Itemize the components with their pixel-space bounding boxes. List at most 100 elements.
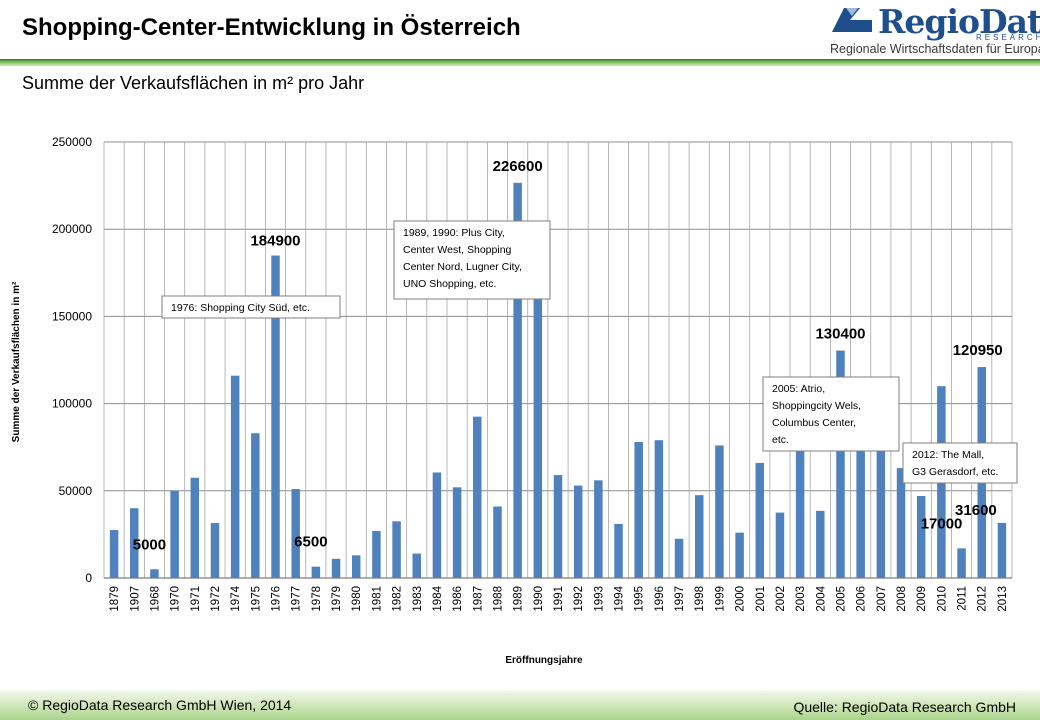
annotation-box: 2012: The Mall, G3 Gerasdorf, etc. xyxy=(902,442,1018,484)
x-tick-label: 1974 xyxy=(230,585,242,611)
bar-1971 xyxy=(190,477,200,578)
annotation-line: Columbus Center, xyxy=(772,417,856,429)
x-tick-label: 1968 xyxy=(149,586,161,612)
data-label-1968: 5000 xyxy=(133,536,166,553)
bar-1980 xyxy=(351,555,361,578)
chart-subtitle: Summe der Verkaufsflächen in m² pro Jahr xyxy=(22,73,365,93)
x-tick-label: 1982 xyxy=(392,586,404,612)
bar-1996 xyxy=(654,440,664,578)
bar-1989 xyxy=(513,182,522,578)
annotation-frame xyxy=(762,376,900,452)
header-rule xyxy=(0,59,1040,66)
x-tick-label: 1993 xyxy=(593,586,605,612)
x-tick-label: 1997 xyxy=(674,586,686,612)
x-tick-label: 1907 xyxy=(129,586,141,612)
logo-mark-icon xyxy=(832,8,872,32)
bar-1988 xyxy=(493,506,502,578)
bars xyxy=(109,182,1007,578)
bar-1994 xyxy=(614,523,623,578)
x-tick-label: 1987 xyxy=(472,586,484,612)
data-label-2013: 31600 xyxy=(955,502,997,519)
x-tick-label: 2000 xyxy=(735,586,747,612)
annotations: 1976: Shopping City Süd, etc. 1989, 1990:… xyxy=(161,220,1018,484)
bar-1986 xyxy=(452,487,462,578)
x-tick-label: 2012 xyxy=(977,586,989,612)
x-tick-label: 2007 xyxy=(876,586,888,612)
x-tick-label: 1990 xyxy=(533,586,545,612)
bar-2006 xyxy=(856,441,865,578)
data-label-1976: 184900 xyxy=(250,233,300,250)
bar-2003 xyxy=(795,441,805,578)
annotation-line: 2012: The Mall, xyxy=(912,449,984,461)
x-tick-label: 1999 xyxy=(714,586,726,612)
data-label-2012: 120950 xyxy=(953,342,1003,359)
x-tick-label: 1972 xyxy=(210,586,222,612)
bar-2002 xyxy=(775,512,785,578)
bar-1981 xyxy=(372,530,381,578)
bar-1977 xyxy=(291,489,300,578)
page-title: Shopping-Center-Entwicklung in Österreic… xyxy=(22,14,521,41)
annotation-line: UNO Shopping, etc. xyxy=(403,278,496,290)
x-tick-label: 2009 xyxy=(916,586,928,612)
x-tick-label: 2002 xyxy=(775,586,787,612)
bar-1970 xyxy=(170,490,179,578)
x-tick-label: 1976 xyxy=(271,586,283,612)
bar-2005 xyxy=(836,350,845,578)
footer-copyright: © RegioData Research GmbH Wien, 2014 xyxy=(28,697,292,713)
x-tick-label: 1992 xyxy=(573,586,585,612)
bar-1987 xyxy=(473,416,482,578)
bar-2004 xyxy=(816,510,825,578)
annotation-frame xyxy=(902,442,1018,484)
x-tick-label: 2004 xyxy=(815,585,827,611)
bar-1968 xyxy=(150,569,159,578)
logo-word: RegioData xyxy=(878,2,1040,41)
x-tick-label: 2008 xyxy=(896,586,908,612)
bar-1976 xyxy=(271,255,280,578)
bar-1993 xyxy=(594,480,603,578)
y-tick-label: 100000 xyxy=(52,397,92,411)
bar-1992 xyxy=(573,485,583,578)
x-tick-label: 1986 xyxy=(452,586,464,612)
annotation-line: Center West, Shopping xyxy=(403,244,512,256)
bar-1995 xyxy=(634,441,643,578)
annotation-line: Shoppingcity Wels, xyxy=(772,400,861,412)
bar-1982 xyxy=(392,521,401,578)
x-tick-label: 1994 xyxy=(614,585,626,611)
x-tick-label: 1998 xyxy=(694,586,706,612)
logo-tagline: Regionale Wirtschaftsdaten für Europa xyxy=(830,42,1040,56)
bar-2001 xyxy=(755,462,765,578)
x-tick-label: 1970 xyxy=(170,586,182,612)
x-tick-label: 2011 xyxy=(957,586,969,611)
x-tick-label: 1975 xyxy=(250,586,262,612)
bar-1974 xyxy=(230,375,240,578)
bar-1999 xyxy=(715,445,724,578)
x-tick-label: 1978 xyxy=(311,586,323,612)
bar-1972 xyxy=(210,523,220,578)
y-tick-label: 0 xyxy=(85,571,92,585)
x-tick-label: 1988 xyxy=(492,586,504,612)
data-label-2005: 130400 xyxy=(815,326,865,343)
bar-2011 xyxy=(957,548,966,578)
bar-1907 xyxy=(130,508,139,578)
logo-sub: RESEARCH xyxy=(976,33,1040,42)
x-tick-label: 1995 xyxy=(634,586,646,612)
y-axis-ticks: 0 50000 100000 150000 200000 250000 xyxy=(52,135,92,585)
annotation-frame xyxy=(161,295,341,319)
y-tick-label: 200000 xyxy=(52,222,92,236)
y-tick-label: 50000 xyxy=(59,484,93,498)
annotation-line: Center Nord, Lugner City, xyxy=(403,261,522,273)
annotation-line: etc. xyxy=(772,434,789,446)
data-label-2011: 17000 xyxy=(921,515,963,532)
data-label-1989: 226600 xyxy=(493,158,543,175)
x-tick-label: 1971 xyxy=(190,586,202,612)
bar-1991 xyxy=(553,475,563,578)
bar-2013 xyxy=(997,522,1007,578)
x-tick-label: 1980 xyxy=(351,586,363,612)
bar-1984 xyxy=(432,472,442,578)
bar-1978 xyxy=(311,566,321,578)
y-tick-label: 150000 xyxy=(52,309,92,323)
y-axis-title: Summe der Verkaufsflächen in m² xyxy=(11,281,22,442)
annotation-line: 1976: Shopping City Süd, etc. xyxy=(171,302,310,314)
bar-2007 xyxy=(876,441,886,578)
x-tick-label: 2013 xyxy=(997,586,1009,612)
